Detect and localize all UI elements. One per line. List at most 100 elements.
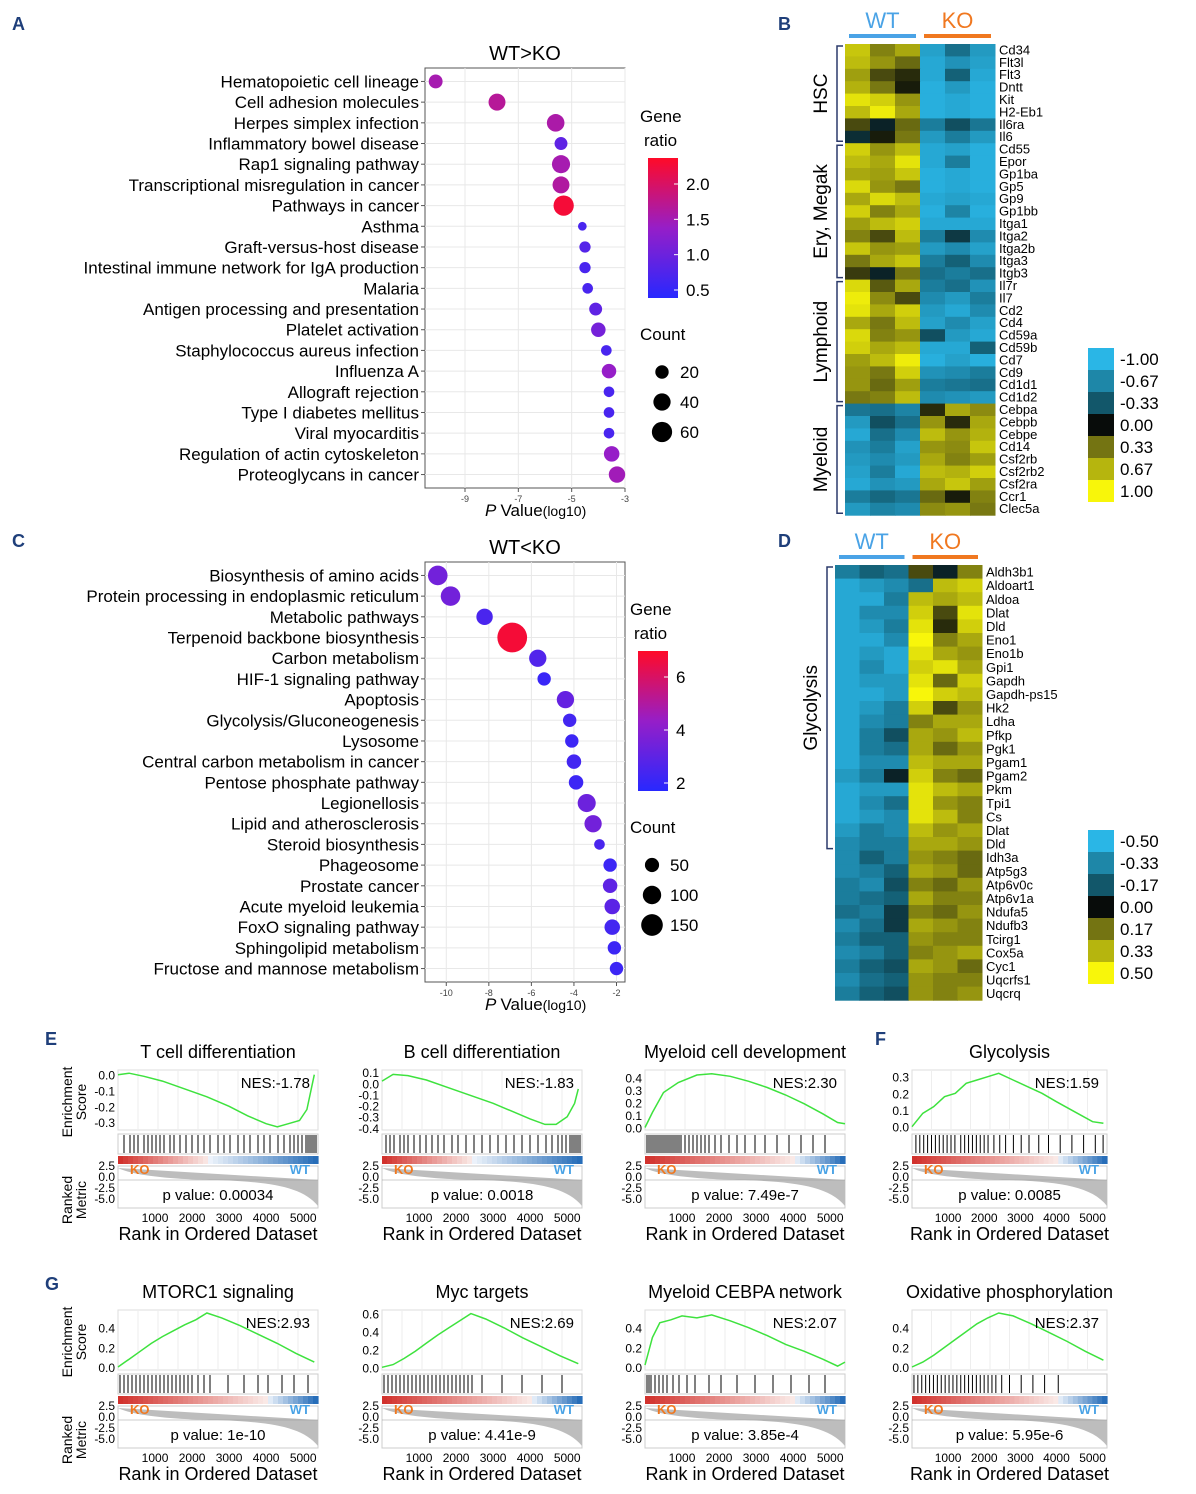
heatmap-cell [895, 192, 921, 206]
plot-frame [424, 561, 626, 983]
pvalue-label: p value: 1e-10 [170, 1427, 265, 1444]
rank-color-segment [760, 1156, 766, 1164]
es-tick-label: 0.2 [625, 1341, 642, 1355]
metric-tick-label: -2.5 [358, 1181, 379, 1195]
rank-color-segment [452, 1156, 458, 1164]
data-point [476, 608, 493, 626]
gsea-title: Oxidative phosphorylation [906, 1282, 1113, 1302]
heatmap-cell [859, 986, 885, 1001]
heatmap-cell [920, 453, 946, 467]
es-tick-label: 0.3 [625, 1084, 642, 1098]
rank-color-segment [203, 1156, 209, 1164]
rank-color-segment [1077, 1396, 1084, 1404]
metric-tick-label: 2.5 [892, 1399, 909, 1413]
heatmap-cell [957, 891, 983, 906]
x-tick-label: 1000 [406, 1451, 433, 1465]
heatmap-cell [945, 279, 971, 293]
color-bar [638, 651, 668, 791]
rank-color-segment [572, 1156, 578, 1164]
gene-label: Cox5a [986, 945, 1024, 960]
rank-color-segment [392, 1396, 398, 1404]
rank-color-segment [665, 1156, 671, 1164]
rank-color-segment [685, 1156, 691, 1164]
rank-color-segment [178, 1396, 184, 1404]
rank-color-segment [1102, 1156, 1108, 1164]
heatmap-cell [884, 823, 909, 838]
legend-swatch [1088, 874, 1114, 896]
heatmap-cell [870, 378, 896, 392]
heatmap-cell [908, 578, 934, 593]
data-point [529, 649, 547, 667]
heatmap-cell [835, 633, 860, 648]
metric-tick-label: 0.0 [625, 1410, 642, 1424]
gsea-title: Myeloid CEBPA network [648, 1282, 843, 1302]
rank-color-segment [522, 1156, 528, 1164]
heatmap-cell [835, 918, 860, 933]
heatmap-cell [920, 292, 946, 305]
metric-tick-label: 0.0 [98, 1170, 115, 1184]
rank-color-segment [1087, 1396, 1093, 1404]
gene-label: Cd7 [999, 352, 1023, 367]
x-tick-label: 2000 [971, 1211, 998, 1225]
rank-color-segment [946, 1156, 952, 1164]
y-label-bottom: Ranked [59, 1176, 75, 1224]
legend-swatch [1088, 940, 1114, 962]
heatmap-cell [845, 391, 871, 405]
heatmap-cell [895, 453, 921, 467]
heatmap-cell [845, 242, 871, 256]
rank-color-segment [392, 1156, 398, 1164]
heatmap-cell [895, 254, 921, 268]
x-axis-label: P Value(log10) [485, 501, 586, 520]
legend-label: 0.50 [1120, 964, 1153, 983]
group-label: KO [942, 8, 974, 33]
heatmap-cell [845, 465, 871, 479]
metric-tick-label: -5.0 [94, 1432, 115, 1446]
size-legend-dot [653, 393, 671, 411]
x-tick-label: 1000 [142, 1211, 169, 1225]
x-tick-label: -9 [461, 494, 469, 504]
rank-color-segment [931, 1156, 937, 1164]
data-point [553, 195, 574, 216]
heatmap-cell [895, 68, 921, 82]
rank-color-segment [148, 1396, 154, 1404]
es-tick-label: 0.1 [625, 1109, 642, 1123]
rank-color-segment [655, 1396, 661, 1404]
rank-color-segment [452, 1396, 458, 1404]
panel-letter-d: D [778, 531, 791, 551]
rank-color-segment [208, 1396, 214, 1404]
heatmap-cell [970, 242, 996, 256]
heatmap-cell [859, 782, 885, 797]
heatmap-cell [908, 565, 934, 580]
heatmap-cell [859, 918, 885, 933]
gene-label: Uqcrq [986, 986, 1021, 1001]
heatmap-cell [845, 440, 871, 454]
rank-color-segment [650, 1156, 656, 1164]
heatmap-cell [920, 242, 946, 256]
heatmap-cell [908, 633, 934, 648]
heatmap-cell [845, 118, 871, 132]
size-legend-label: 100 [670, 886, 698, 905]
pvalue-label: p value: 0.0085 [958, 1187, 1061, 1204]
rank-color-segment [128, 1156, 134, 1164]
heatmap-cell [908, 864, 934, 879]
rank-color-segment [999, 1156, 1006, 1164]
rank-color-segment [422, 1396, 428, 1404]
heatmap-cell [933, 809, 958, 824]
heatmap-cell [945, 192, 971, 206]
gene-label: Cd14 [999, 439, 1030, 454]
rank-color-segment [552, 1396, 558, 1404]
data-point [440, 586, 461, 606]
x-tick-label: 2000 [971, 1451, 998, 1465]
rank-color-segment [665, 1396, 671, 1404]
x-tick-label: 3000 [1007, 1451, 1034, 1465]
heatmap-cell [945, 354, 971, 367]
heatmap-cell [895, 378, 921, 392]
rank-color-segment [577, 1156, 583, 1164]
heatmap-cell [859, 796, 885, 811]
x-axis-label: Rank in Ordered Dataset [382, 1464, 581, 1484]
es-tick-label: -0.3 [94, 1116, 115, 1130]
panel-letter-b: B [778, 14, 791, 34]
category-label: Legionellosis [321, 794, 419, 813]
rank-color-segment [263, 1156, 269, 1164]
rank-color-segment [507, 1396, 513, 1404]
